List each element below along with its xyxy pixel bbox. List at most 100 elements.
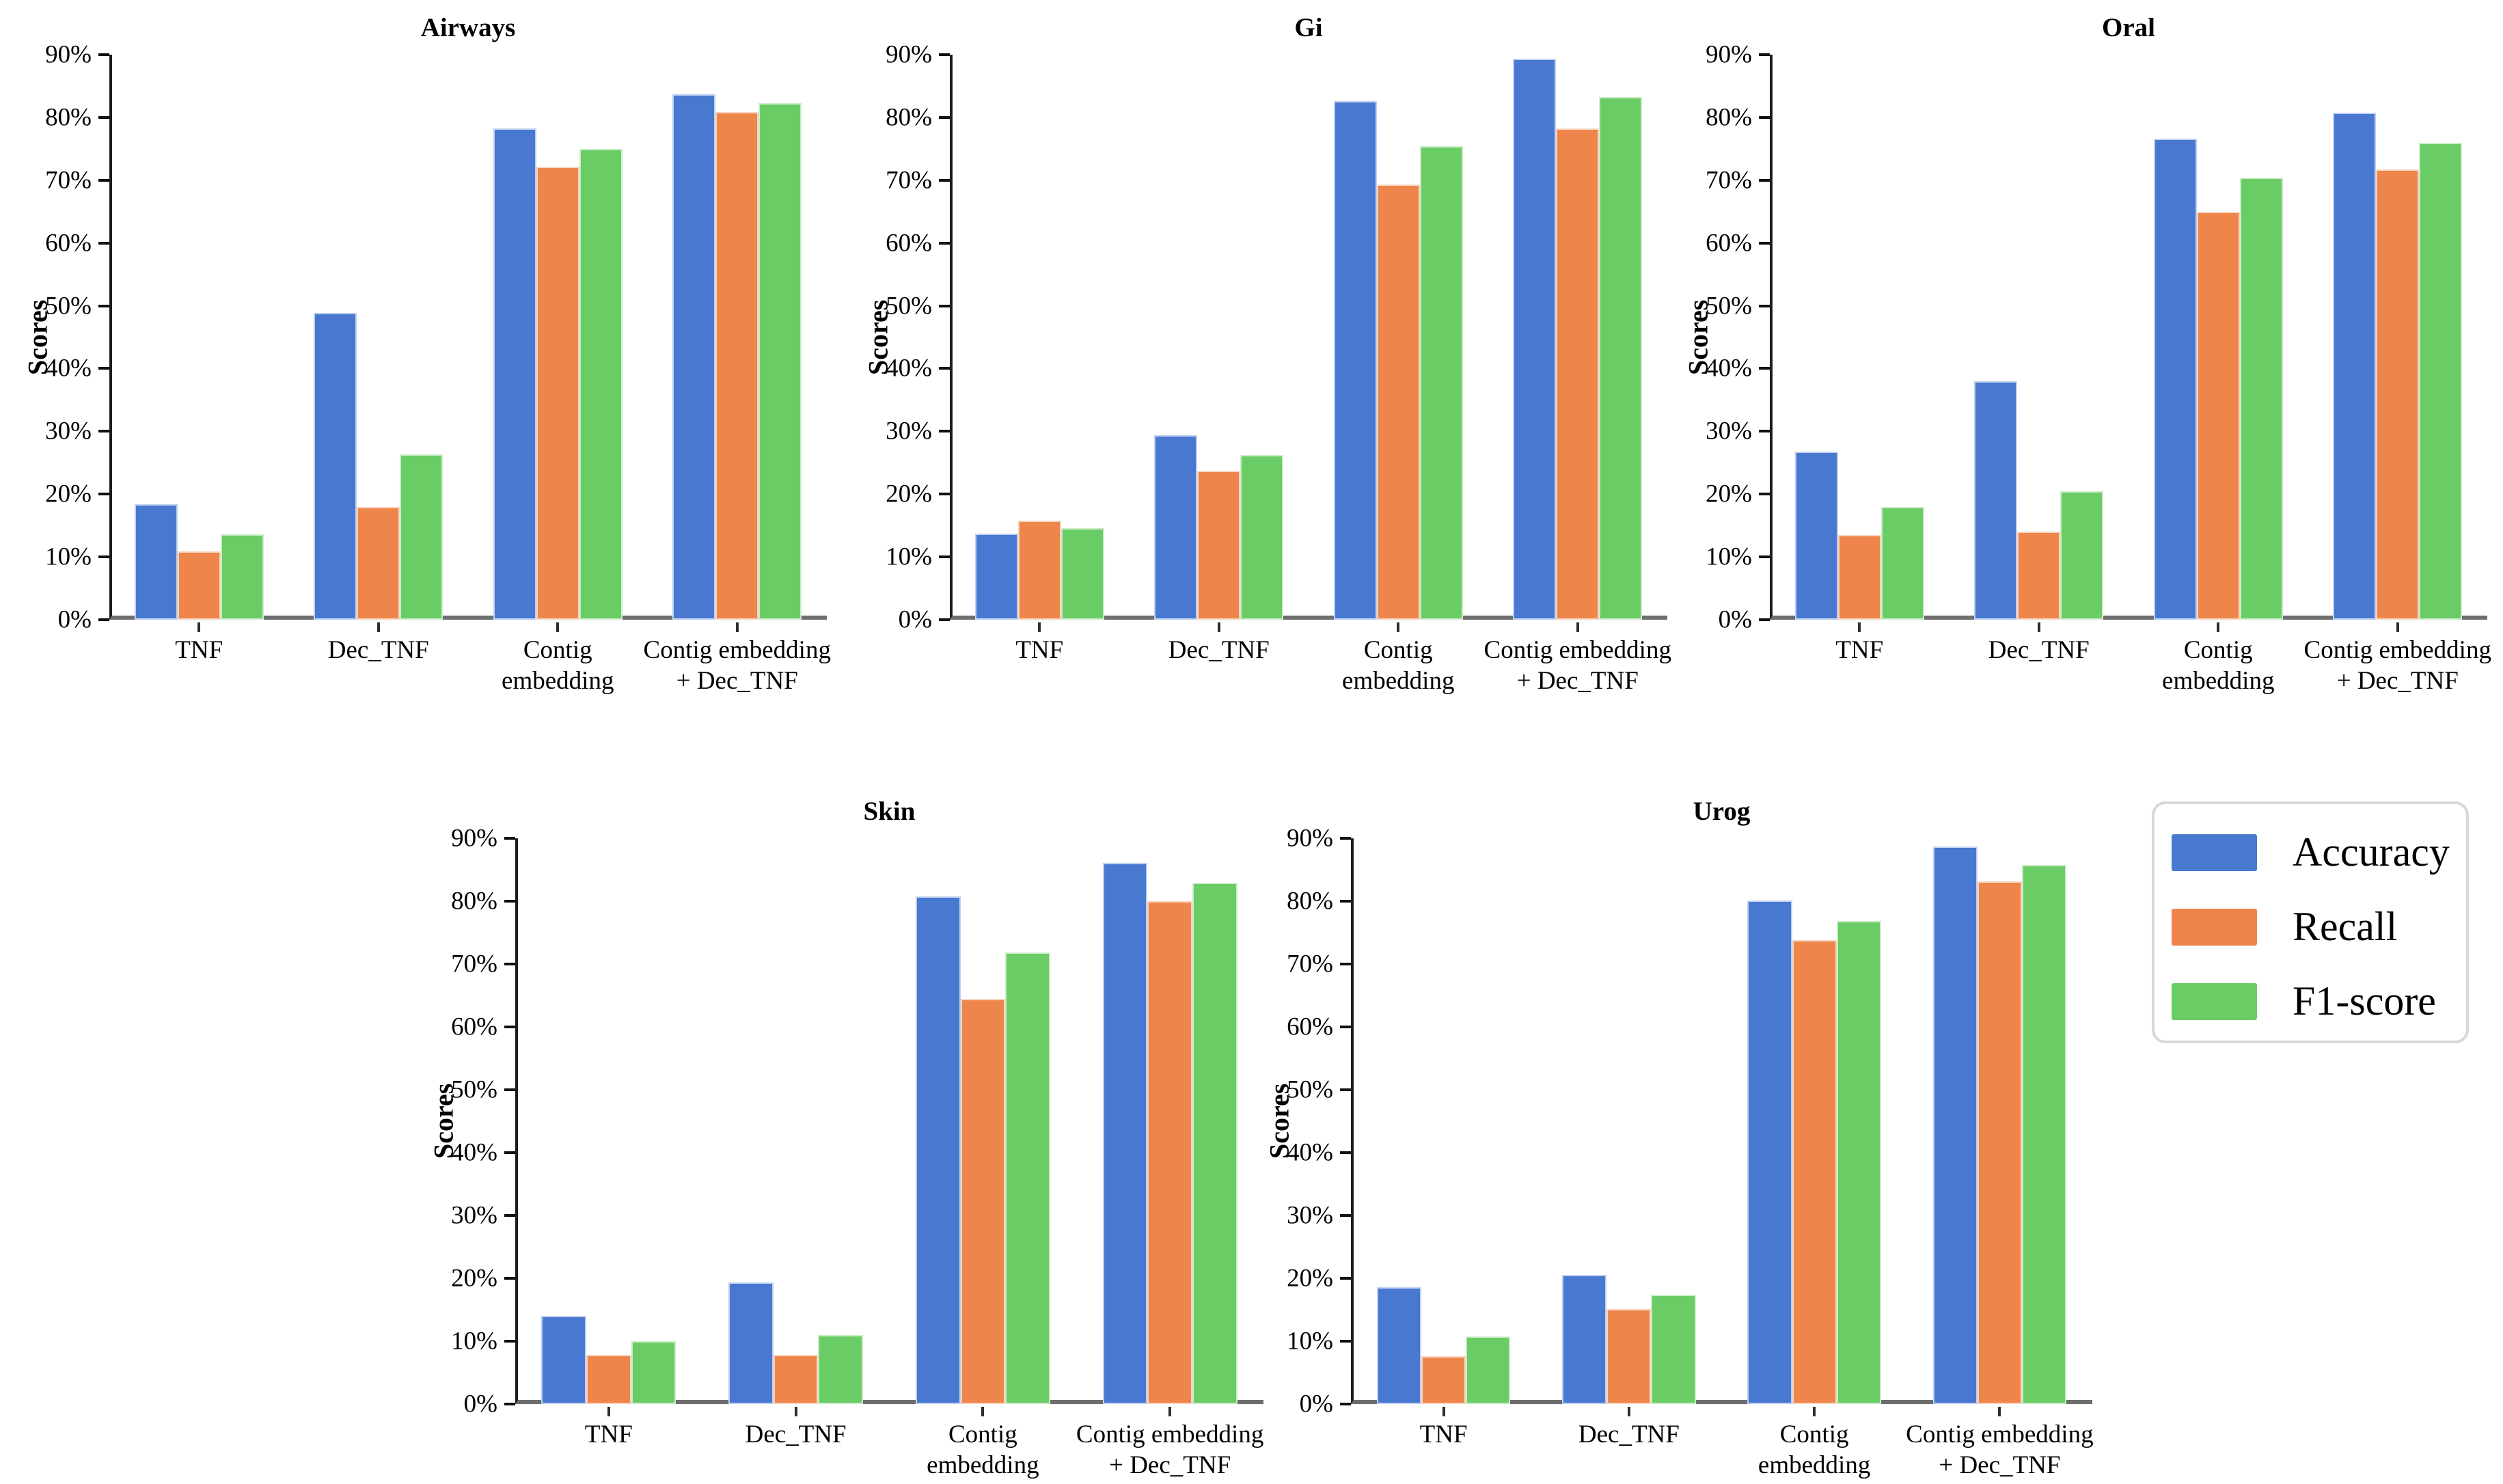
- bar-f1-score: [220, 534, 264, 620]
- category-label-line: Contig embedding: [1483, 636, 1671, 664]
- category-label: Contig embedding + Dec_TNF: [1484, 635, 1671, 696]
- bar-f1-score: [758, 102, 802, 620]
- y-tick-label: 50%: [45, 292, 92, 320]
- bar-f1-score: [1240, 455, 1284, 620]
- y-tick-label: 20%: [886, 480, 932, 508]
- y-tick-mark: [504, 1403, 515, 1405]
- bar-recall: [2376, 169, 2420, 620]
- y-tick-mark: [1340, 1214, 1351, 1217]
- x-tick-mark: [1858, 622, 1861, 632]
- bar-f1-score: [1651, 1294, 1696, 1404]
- y-tick-label: 0%: [898, 605, 932, 634]
- category-label: Dec_TNF: [1168, 635, 1270, 665]
- y-tick-mark: [98, 493, 109, 496]
- bar-accuracy: [134, 504, 178, 620]
- y-tick-mark: [98, 555, 109, 559]
- y-tick-mark: [504, 1340, 515, 1343]
- x-tick-mark: [377, 622, 380, 632]
- y-tick-mark: [1759, 430, 1770, 433]
- y-tick-mark: [98, 304, 109, 307]
- y-tick-mark: [504, 1151, 515, 1154]
- category-label-line: embedding: [502, 667, 614, 696]
- y-tick-mark: [939, 304, 950, 307]
- bar-recall: [773, 1355, 819, 1404]
- y-tick-mark: [939, 493, 950, 496]
- category-label: Contig embedding + Dec_TNF: [2304, 635, 2491, 696]
- x-tick-mark: [2037, 622, 2040, 632]
- y-tick-label: 60%: [1706, 229, 1752, 258]
- bar-f1-score: [631, 1341, 676, 1404]
- y-tick-label: 60%: [886, 229, 932, 258]
- chart-title: Skin: [863, 797, 916, 826]
- y-tick-label: 40%: [1706, 354, 1752, 383]
- category-label: Contig embedding + Dec_TNF: [1076, 1419, 1263, 1481]
- y-tick-label: 40%: [45, 354, 92, 383]
- y-tick-label: 30%: [451, 1201, 497, 1230]
- bar-recall: [1197, 471, 1241, 620]
- y-tick-mark: [1759, 618, 1770, 621]
- chart-title: Oral: [2102, 13, 2155, 42]
- y-tick-label: 50%: [1706, 292, 1752, 320]
- bar-accuracy: [2153, 139, 2197, 620]
- x-tick-mark: [1217, 622, 1220, 632]
- legend-label: Recall: [2293, 904, 2398, 949]
- chart-title: Gi: [1294, 13, 1323, 42]
- y-tick-label: 50%: [886, 292, 932, 320]
- category-label: Contig embedding: [1342, 635, 1454, 696]
- bar-f1-score: [2060, 491, 2104, 620]
- bar-f1-score: [1466, 1336, 1511, 1404]
- y-tick-label: 10%: [451, 1327, 497, 1356]
- bar-accuracy: [314, 312, 357, 620]
- y-tick-mark: [939, 241, 950, 245]
- chart-title: Urog: [1693, 797, 1751, 826]
- y-tick-label: 20%: [1287, 1264, 1333, 1293]
- y-tick-mark: [1340, 1026, 1351, 1028]
- category-label-line: Contig: [1363, 636, 1433, 664]
- y-tick-mark: [98, 53, 109, 56]
- y-tick-label: 30%: [886, 417, 932, 445]
- bar-recall: [1556, 128, 1600, 620]
- x-tick-mark: [1397, 622, 1400, 632]
- bar-accuracy: [672, 94, 716, 620]
- category-label: Contig embedding + Dec_TNF: [1906, 1419, 2093, 1481]
- y-tick-label: 50%: [1287, 1075, 1333, 1104]
- x-tick-mark: [607, 1407, 610, 1416]
- legend: Accuracy Recall F1-score: [2152, 801, 2469, 1043]
- y-tick-label: 40%: [886, 354, 932, 383]
- y-tick-mark: [1759, 53, 1770, 56]
- category-label-line: Contig embedding: [1906, 1420, 2094, 1448]
- x-tick-mark: [556, 622, 560, 632]
- category-label: TNF: [175, 635, 223, 665]
- bar-f1-score: [400, 454, 443, 620]
- category-label: Contig embedding: [927, 1419, 1039, 1481]
- category-label-line: Contig: [2183, 636, 2253, 664]
- category-label-line: Contig: [523, 636, 592, 664]
- bar-accuracy: [915, 896, 961, 1404]
- y-tick-label: 20%: [45, 480, 92, 508]
- x-tick-mark: [794, 1407, 797, 1416]
- bar-recall: [1147, 901, 1192, 1404]
- category-label-line: Contig embedding: [643, 636, 831, 664]
- y-tick-label: 90%: [1287, 824, 1333, 853]
- y-tick-mark: [1759, 178, 1770, 182]
- y-tick-mark: [939, 178, 950, 182]
- category-label-line: embedding: [1342, 667, 1455, 696]
- bar-accuracy: [1513, 59, 1557, 620]
- y-tick-mark: [1759, 241, 1770, 245]
- bar-f1-score: [2239, 178, 2283, 620]
- category-label-line: + Dec_TNF: [2336, 667, 2459, 696]
- category-label-line: Dec_TNF: [1578, 1420, 1680, 1448]
- y-tick-mark: [1340, 1088, 1351, 1091]
- category-label-line: Contig embedding: [1076, 1420, 1264, 1448]
- category-label: Dec_TNF: [746, 1419, 847, 1450]
- bar-recall: [1421, 1356, 1466, 1404]
- y-tick-label: 50%: [451, 1075, 497, 1104]
- bar-f1-score: [1880, 506, 1924, 620]
- y-tick-label: 10%: [1706, 542, 1752, 571]
- x-tick-mark: [1038, 622, 1041, 632]
- category-label-line: Contig: [948, 1420, 1017, 1448]
- y-tick-label: 90%: [45, 40, 92, 69]
- y-tick-label: 90%: [451, 824, 497, 853]
